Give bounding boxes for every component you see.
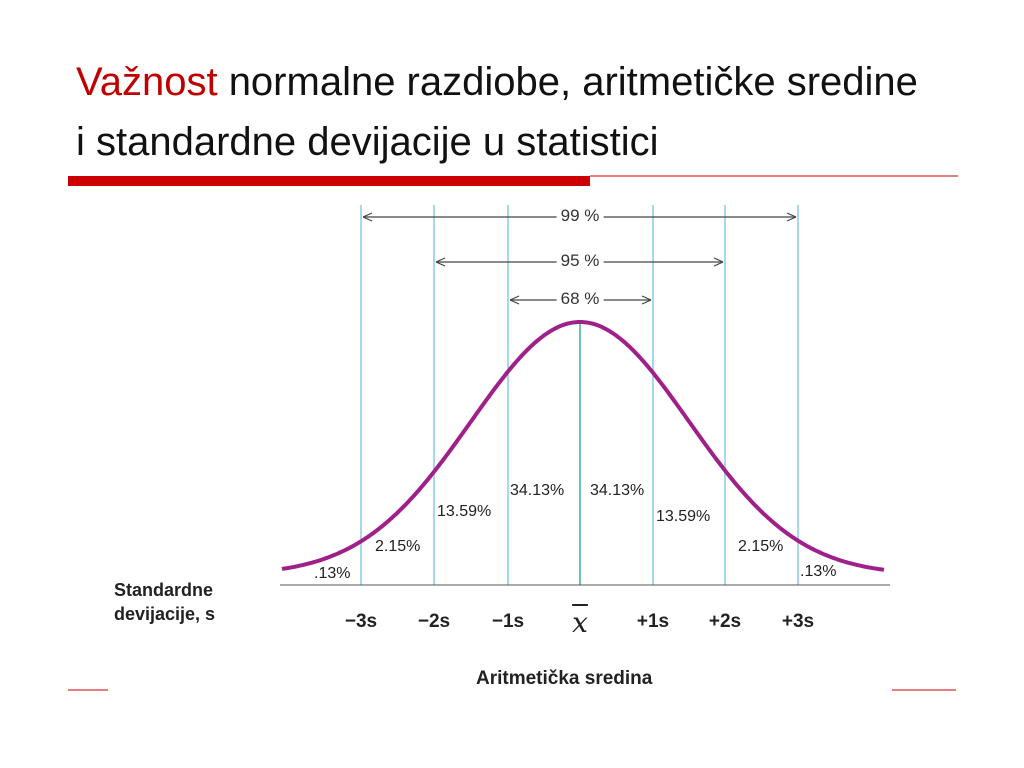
guide-line [435, 261, 446, 267]
guide-line [786, 216, 797, 222]
guide-line [362, 212, 373, 218]
axis-tick: +2s [708, 611, 742, 632]
range-label: 99 % [556, 206, 604, 226]
area-label: 34.13% [590, 482, 645, 499]
axis-tick: +1s [636, 611, 670, 632]
area-label: 34.13% [510, 482, 565, 499]
guide-line [713, 257, 724, 263]
axis-tick: −1s [491, 611, 525, 632]
guide-line [641, 295, 652, 301]
normal-curve [281, 320, 885, 572]
mean-label: Aritmetička sredina [476, 668, 653, 689]
axis-tick: x [572, 606, 588, 639]
area-label: 2.15% [738, 538, 784, 555]
axis-tick: −3s [344, 611, 378, 632]
title-bar [68, 176, 590, 186]
guide-line [362, 216, 373, 222]
range-label: 95 % [556, 251, 604, 271]
slide-title: Važnost normalne razdiobe, aritmetičke s… [76, 52, 936, 172]
area-label: .13% [800, 563, 837, 580]
axis-tick: +3s [781, 611, 815, 632]
guide-line [435, 257, 446, 263]
guide-line [713, 261, 724, 267]
guide-line [641, 299, 652, 305]
area-label: 13.59% [437, 503, 492, 520]
guide-line [786, 212, 797, 218]
area-label: 2.15% [375, 538, 421, 555]
guide-line [509, 295, 520, 301]
title-highlight: Važnost [76, 60, 218, 104]
range-label: 68 % [556, 289, 604, 309]
area-label: 13.59% [656, 508, 711, 525]
guide-line [509, 299, 520, 305]
axis-label: Standardne devijacije, s [114, 580, 216, 624]
area-label: .13% [314, 565, 351, 582]
axis-tick: −2s [417, 611, 451, 632]
title-text: normalne razdiobe, aritmetičke sredine i… [76, 60, 918, 164]
